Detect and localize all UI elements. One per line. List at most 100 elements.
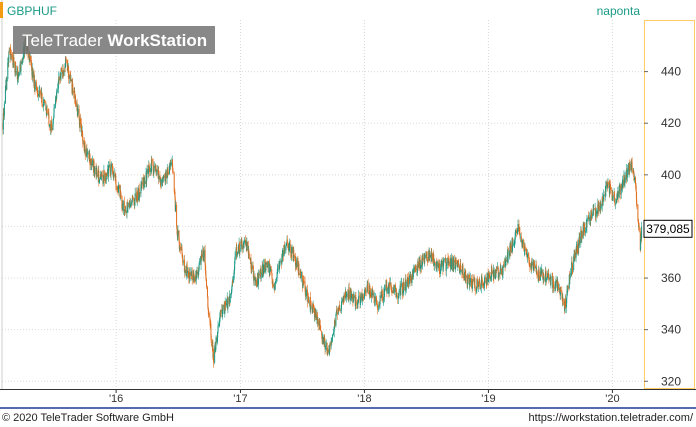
candle-body [542, 273, 544, 275]
candle-body [359, 296, 361, 304]
candle-body [463, 273, 465, 279]
interval-label: naponta [597, 4, 641, 18]
candle-body [467, 277, 469, 279]
candle-body [148, 165, 150, 171]
candle-body [576, 244, 578, 254]
symbol-marker [0, 2, 3, 18]
candle-body [332, 334, 334, 339]
candle-body [604, 190, 606, 197]
candle-body [338, 308, 340, 310]
candle-body [483, 284, 485, 289]
candle-body [281, 254, 283, 264]
candle-body [243, 245, 245, 246]
last-value-badge: 379,085 [643, 219, 693, 238]
candle-body [285, 244, 287, 247]
candle-body [268, 261, 270, 274]
candle-body [34, 81, 36, 90]
candle-body [303, 280, 305, 282]
candle-body [226, 299, 228, 304]
candle-body [454, 266, 456, 270]
candle-body [205, 277, 207, 280]
candle-body [134, 193, 136, 200]
candle-body [548, 277, 550, 280]
candle-body [242, 245, 244, 250]
candle-body [500, 267, 502, 269]
candle-body [108, 166, 110, 169]
candle-body [306, 289, 308, 293]
candle-body [15, 71, 17, 73]
candle-body [101, 174, 103, 176]
grid [2, 20, 644, 389]
candle-body [50, 124, 52, 131]
candle-body [315, 311, 317, 320]
candle-body [637, 220, 639, 222]
candle-body [325, 344, 327, 346]
candle-body [233, 270, 235, 275]
candle-body [595, 213, 597, 218]
candle-body [141, 184, 143, 188]
candle-body [196, 271, 198, 278]
candle-body [284, 250, 286, 251]
candle-body [153, 171, 155, 174]
candle-body [502, 267, 504, 275]
candle-body [641, 226, 643, 239]
candle-body [158, 170, 160, 180]
candle-body [606, 181, 608, 187]
candle-body [390, 282, 392, 289]
candle-body [378, 304, 380, 310]
candle-body [305, 289, 307, 297]
candle-body [557, 284, 559, 290]
candle-body [272, 282, 274, 287]
candle-body [63, 70, 65, 73]
candle-body [38, 94, 40, 96]
candle-body [191, 270, 193, 281]
candle-body [397, 296, 399, 299]
candle-body [457, 260, 459, 267]
candle-body [539, 271, 541, 281]
candle-body [452, 265, 454, 267]
candle-body [369, 285, 371, 297]
candle-body [613, 191, 615, 202]
candle-body [524, 245, 526, 249]
candle-body [267, 261, 269, 268]
candle-body [372, 293, 374, 296]
candle-body [178, 230, 180, 241]
candle-body [147, 170, 149, 174]
candle-body [310, 304, 312, 310]
candle-body [498, 272, 500, 277]
source-url[interactable]: https://workstation.teletrader.com/ [529, 412, 694, 424]
candle-body [121, 196, 123, 209]
candle-body [373, 293, 375, 298]
candle-body [102, 175, 104, 184]
candle-body [481, 279, 483, 286]
candle-body [564, 305, 566, 312]
candle-body [255, 280, 257, 287]
candle-body [414, 266, 416, 270]
candle-body [119, 185, 121, 189]
candle-body [182, 258, 184, 263]
candle-body [154, 165, 156, 168]
candle-body [476, 279, 478, 290]
candle-body [528, 260, 530, 263]
y-tick-label: 360 [661, 271, 681, 285]
candle-body [144, 181, 146, 184]
candle-body [515, 230, 517, 233]
candle-body [476, 289, 478, 291]
candle-body [548, 273, 550, 278]
candle-body [336, 311, 338, 315]
candle-body [405, 286, 407, 291]
candle-body [355, 301, 357, 304]
candle-body [314, 316, 316, 318]
candle-body [239, 251, 241, 254]
candle-body [91, 159, 93, 166]
candle-body [471, 278, 473, 289]
candle-body [612, 194, 614, 198]
candle-body [205, 279, 207, 287]
candle-body [386, 285, 388, 294]
candle-body [214, 347, 216, 363]
candle-body [37, 92, 39, 96]
candle-body [459, 271, 461, 274]
candle-body [131, 199, 133, 204]
candle-body [376, 304, 378, 308]
candle-body [307, 292, 309, 303]
